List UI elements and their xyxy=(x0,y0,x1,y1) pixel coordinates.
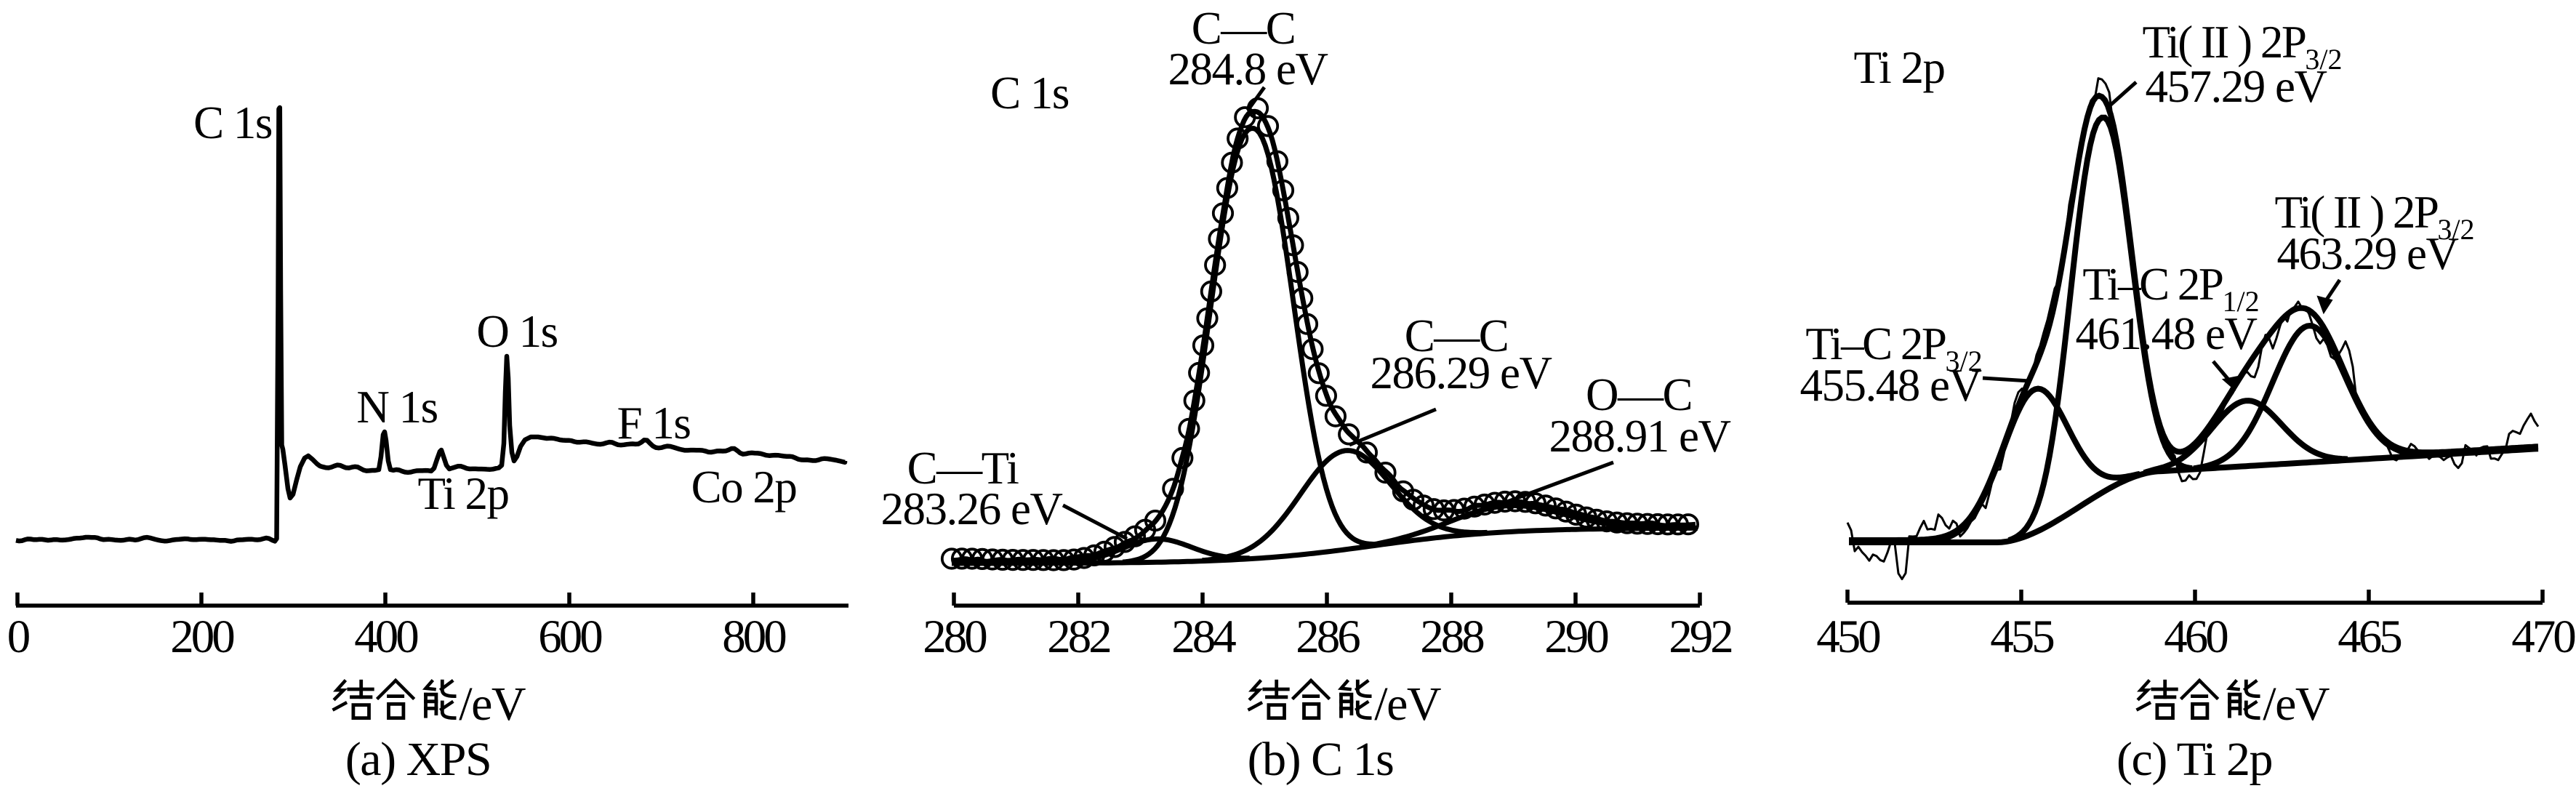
svg-text:288.91 eV: 288.91 eV xyxy=(1549,411,1731,462)
svg-text:280: 280 xyxy=(923,611,987,663)
svg-text:Ti 2p: Ti 2p xyxy=(417,468,508,519)
svg-text:C 1s: C 1s xyxy=(193,97,272,148)
svg-text:470: 470 xyxy=(2511,611,2575,663)
svg-text:463.29 eV: 463.29 eV xyxy=(2277,228,2459,279)
svg-text:(a) XPS: (a) XPS xyxy=(345,733,491,786)
svg-text:290: 290 xyxy=(1544,611,1608,663)
svg-text:C—C: C—C xyxy=(1192,3,1296,54)
svg-text:600: 600 xyxy=(538,611,602,663)
svg-text:/eV: /eV xyxy=(459,678,526,731)
svg-text:284.8 eV: 284.8 eV xyxy=(1168,44,1328,95)
svg-text:455: 455 xyxy=(1990,611,2053,663)
svg-text:282: 282 xyxy=(1047,611,1110,663)
svg-text:Ti 2p: Ti 2p xyxy=(1853,42,1944,93)
svg-text:450: 450 xyxy=(1816,611,1880,663)
svg-text:(c) Ti 2p: (c) Ti 2p xyxy=(2116,733,2272,786)
svg-text:286: 286 xyxy=(1296,611,1360,663)
svg-text:/eV: /eV xyxy=(2263,678,2330,731)
svg-text:800: 800 xyxy=(722,611,786,663)
svg-text:O—C: O—C xyxy=(1586,369,1692,420)
svg-text:286.29 eV: 286.29 eV xyxy=(1371,348,1552,398)
svg-text:/eV: /eV xyxy=(1374,678,1441,731)
svg-text:288: 288 xyxy=(1420,611,1484,663)
svg-text:283.26 eV: 283.26 eV xyxy=(881,483,1063,534)
svg-text:284: 284 xyxy=(1171,611,1236,663)
svg-text:C—Ti: C—Ti xyxy=(907,443,1019,494)
svg-text:C—C: C—C xyxy=(1405,310,1509,361)
svg-text:200: 200 xyxy=(170,611,234,663)
svg-text:0: 0 xyxy=(7,611,30,663)
svg-text:465: 465 xyxy=(2338,611,2401,663)
svg-text:Co 2p: Co 2p xyxy=(691,462,797,513)
svg-text:(b) C 1s: (b) C 1s xyxy=(1248,733,1394,786)
svg-text:C 1s: C 1s xyxy=(990,68,1069,119)
svg-text:461.48 eV: 461.48 eV xyxy=(2076,308,2258,359)
svg-text:460: 460 xyxy=(2164,611,2228,663)
svg-text:455.48 eV: 455.48 eV xyxy=(1800,360,1982,411)
svg-text:400: 400 xyxy=(354,611,418,663)
svg-text:457.29 eV: 457.29 eV xyxy=(2146,61,2327,112)
svg-text:292: 292 xyxy=(1669,611,1731,663)
svg-text:F 1s: F 1s xyxy=(617,398,691,449)
svg-text:O 1s: O 1s xyxy=(476,306,557,357)
svg-text:N 1s: N 1s xyxy=(356,382,437,433)
